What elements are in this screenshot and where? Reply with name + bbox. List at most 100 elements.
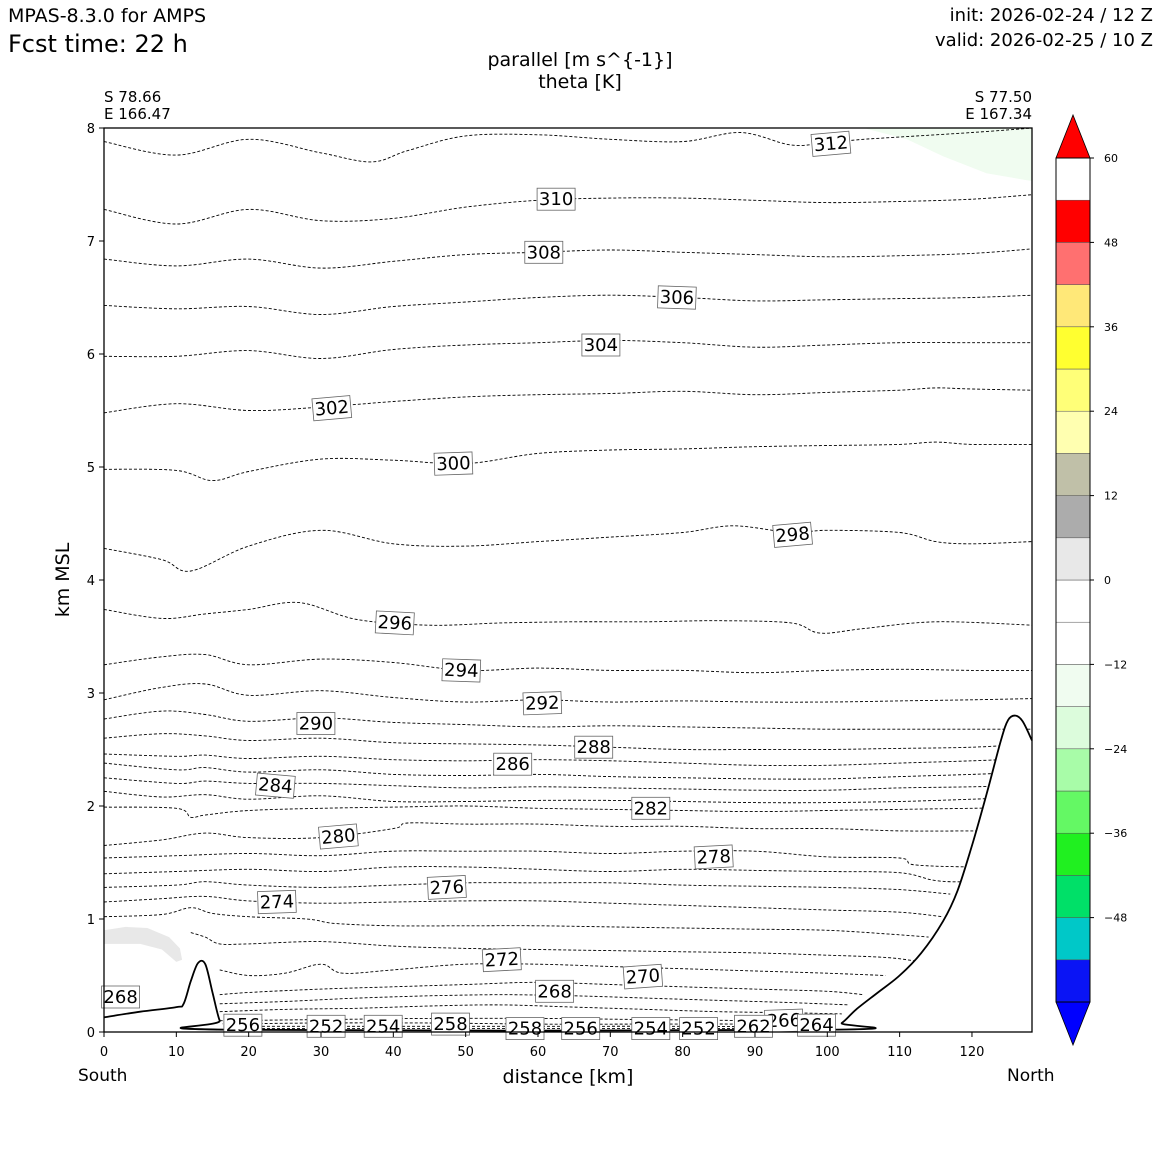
colorbar-segment <box>1055 621 1091 665</box>
colorbar-segment <box>1055 832 1091 876</box>
y-tick-label: 3 <box>87 687 95 702</box>
contour-label-box <box>797 1013 836 1037</box>
x-tick-label: 100 <box>815 1045 840 1060</box>
init-time-label: init: 2026-02-24 / 12 Z <box>949 5 1153 26</box>
y-tick-label: 1 <box>87 913 95 928</box>
contour-label-text: 254 <box>366 1016 400 1037</box>
contour-label-box <box>535 979 574 1003</box>
contour-label-text: 266 <box>766 1010 801 1032</box>
theta-contour-284 <box>103 790 1033 804</box>
colorbar-segment <box>1055 875 1091 918</box>
end-latitude: S 77.50 <box>974 88 1032 106</box>
contour-label: 302 <box>311 395 353 422</box>
y-tick-label: 4 <box>87 574 95 589</box>
x-tick-label: 40 <box>385 1045 402 1060</box>
theta-label-layer: 312 310 308 306 304 302 300 298 296 294 292 290 288 2… <box>101 130 852 1040</box>
contour-label-box <box>257 889 297 915</box>
colorbar-segment <box>1055 917 1091 961</box>
contour-label: 278 <box>693 844 734 870</box>
theta-contour-286 <box>103 777 1033 791</box>
contour-label: 300 <box>433 451 474 476</box>
direction-end-label: North <box>1007 1066 1055 1086</box>
contour-label: 276 <box>426 875 467 900</box>
contour-label: 270 <box>622 963 664 990</box>
contour-label-text: 300 <box>436 453 471 475</box>
colorbar-segment <box>1055 959 1091 1003</box>
start-point-coordinates: S 78.66 E 166.47 <box>104 89 171 123</box>
colorbar-segment <box>1055 537 1091 581</box>
contour-label: 258 <box>505 1017 545 1040</box>
forecast-time-label: Fcst time: 22 h <box>8 30 188 58</box>
colorbar-segment <box>1055 664 1091 707</box>
contour-label: 296 <box>374 610 415 636</box>
theta-contour-296 <box>103 601 1033 634</box>
contour-label: 252 <box>306 1014 346 1038</box>
contour-label-text: 268 <box>537 981 571 1002</box>
theta-contour-272 <box>219 963 886 977</box>
terrain-fill <box>104 715 1032 1032</box>
contour-label-text: 312 <box>813 132 849 156</box>
colorbar-tick-label: 12 <box>1104 490 1118 503</box>
contour-label-text: 288 <box>577 737 611 758</box>
y-tick-label: 7 <box>87 235 95 250</box>
x-tick-label: 0 <box>100 1045 108 1060</box>
theta-contour-276 <box>103 881 951 895</box>
colorbar-segment <box>1055 368 1091 412</box>
plot-title: parallel [m s^{-1}] <box>487 49 673 71</box>
contour-label-text: 304 <box>584 335 618 356</box>
colorbar-tick-label: 48 <box>1104 236 1118 249</box>
contour-label: 268 <box>101 985 140 1009</box>
theta-contour-268 <box>219 1004 842 1015</box>
contour-label-text: 274 <box>259 891 294 913</box>
contour-label: 312 <box>810 130 852 157</box>
contour-label-text: 252 <box>309 1016 343 1037</box>
direction-start-label: South <box>78 1066 128 1086</box>
contour-label-text: 276 <box>429 877 464 900</box>
colorbar-segment <box>1055 284 1091 328</box>
theta-contour-290 <box>103 710 1032 730</box>
contour-label-text: 254 <box>634 1019 668 1040</box>
contour-label: 306 <box>657 285 697 310</box>
colorbar-tick-label: −48 <box>1104 912 1127 925</box>
wind-fill-region <box>863 128 1032 182</box>
contour-label-text: 282 <box>634 798 668 819</box>
contour-label-text: 262 <box>736 1016 770 1037</box>
contour-label: 274 <box>257 889 297 915</box>
contour-label: 264 <box>797 1013 836 1037</box>
colorbar-over-arrow <box>1055 113 1091 159</box>
theta-contour-270 <box>219 981 864 996</box>
contour-label-box <box>426 875 467 900</box>
colorbar-tick-label: 24 <box>1104 405 1118 418</box>
y-tick-label: 8 <box>87 122 95 137</box>
contour-label-box <box>561 1017 601 1040</box>
contour-label: 310 <box>536 187 576 211</box>
contour-label-text: 258 <box>508 1019 542 1040</box>
contour-label-box <box>505 1017 545 1040</box>
contour-label-box <box>679 1017 718 1040</box>
contour-label-box <box>657 285 697 310</box>
colorbar-tick-label: 60 <box>1104 152 1118 165</box>
start-latitude: S 78.66 <box>104 88 162 106</box>
contour-label-box <box>631 1017 671 1040</box>
plot-subtitle: theta [K] <box>538 71 622 93</box>
contour-label-box <box>536 187 576 211</box>
valid-time-label: valid: 2026-02-25 / 10 Z <box>935 30 1153 51</box>
wind-fill-layer <box>104 128 1032 962</box>
contour-label-box <box>622 963 664 990</box>
y-tick-label: 0 <box>87 1026 95 1041</box>
contour-label-text: 264 <box>799 1015 833 1036</box>
contour-label: 282 <box>631 796 671 820</box>
contour-label-text: 258 <box>433 1014 467 1035</box>
y-tick-label: 2 <box>87 800 95 815</box>
contour-label-text: 270 <box>625 965 661 988</box>
contour-label: 288 <box>574 735 614 759</box>
contour-label: 256 <box>223 1013 263 1037</box>
colorbar-tick-label: −36 <box>1104 827 1127 840</box>
y-tick-label: 5 <box>87 461 95 476</box>
colorbar-tick-label: 36 <box>1104 321 1118 334</box>
contour-label-text: 284 <box>257 774 293 798</box>
x-tick-label: 50 <box>457 1045 474 1060</box>
contour-label: 286 <box>493 752 533 776</box>
theta-contour-289 <box>103 733 1033 751</box>
contour-label-box <box>441 658 482 683</box>
